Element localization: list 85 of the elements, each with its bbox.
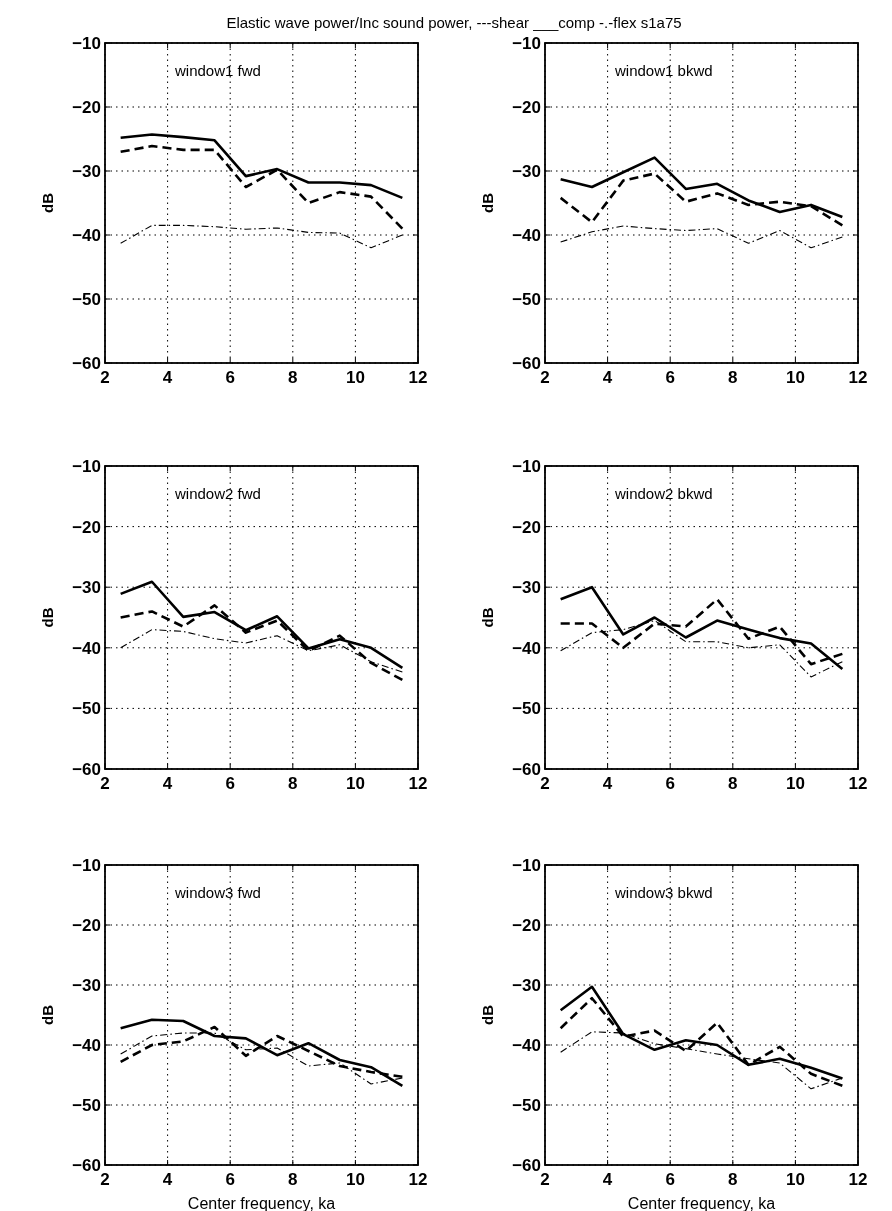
- y-tick-label: −20: [72, 517, 101, 537]
- y-axis-title: dB: [39, 192, 56, 213]
- y-tick-label: −10: [72, 457, 101, 476]
- y-tick-label: −30: [72, 976, 101, 995]
- y-tick-label: −10: [72, 856, 101, 875]
- y-tick-label: −50: [72, 290, 101, 309]
- x-tick-label: 8: [728, 368, 738, 387]
- y-tick-label: −40: [512, 638, 541, 658]
- y-tick-label: −40: [72, 1036, 101, 1055]
- y-tick-label: −10: [512, 34, 541, 53]
- y-tick-label: −20: [512, 916, 541, 935]
- x-tick-label: 12: [408, 368, 428, 387]
- x-tick-label: 2: [100, 368, 110, 387]
- x-tick-label: 2: [540, 1170, 550, 1189]
- y-tick-label: −60: [512, 1156, 541, 1175]
- y-axis-title: dB: [479, 607, 496, 628]
- x-tick-label: 10: [345, 774, 365, 793]
- x-tick-label: 12: [848, 368, 868, 387]
- y-tick-label: −50: [512, 1096, 541, 1115]
- y-tick-label: −60: [72, 1156, 101, 1175]
- y-tick-label: −30: [512, 162, 541, 181]
- x-tick-label: 4: [162, 368, 173, 387]
- x-tick-label: 4: [602, 368, 613, 387]
- x-tick-label: 10: [345, 1170, 365, 1189]
- x-tick-label: 10: [785, 1170, 805, 1189]
- annotation: window3 bkwd: [614, 884, 713, 901]
- y-tick-label: −30: [512, 976, 541, 995]
- x-tick-label: 4: [162, 774, 173, 793]
- x-tick-label: 8: [288, 368, 298, 387]
- y-tick-label: −20: [512, 517, 541, 537]
- y-tick-label: −10: [72, 34, 101, 53]
- annotation: window2 bkwd: [614, 485, 713, 502]
- x-tick-label: 2: [540, 368, 550, 387]
- x-tick-label: 6: [665, 774, 675, 793]
- annotation: window2 fwd: [174, 485, 261, 502]
- x-tick-label: 10: [785, 368, 805, 387]
- y-tick-label: −40: [72, 638, 101, 658]
- x-tick-label: 8: [728, 774, 738, 793]
- annotation: window3 fwd: [174, 884, 261, 901]
- annotation: window1 bkwd: [614, 62, 713, 79]
- y-tick-label: −50: [72, 699, 101, 719]
- x-tick-label: 12: [408, 1170, 428, 1189]
- y-tick-label: −60: [72, 760, 101, 779]
- y-tick-label: −20: [72, 916, 101, 935]
- y-tick-label: −50: [72, 1096, 101, 1115]
- y-tick-label: −40: [512, 1036, 541, 1055]
- y-axis-title: dB: [39, 607, 56, 628]
- y-tick-label: −40: [72, 226, 101, 245]
- y-tick-label: −50: [512, 699, 541, 719]
- y-tick-label: −60: [512, 354, 541, 373]
- x-tick-label: 6: [665, 1170, 675, 1189]
- y-tick-label: −30: [72, 162, 101, 181]
- x-tick-label: 8: [288, 774, 298, 793]
- y-tick-label: −10: [512, 856, 541, 875]
- x-tick-label: 8: [288, 1170, 298, 1189]
- y-tick-label: −40: [512, 226, 541, 245]
- x-tick-label: 2: [540, 774, 550, 793]
- y-tick-label: −10: [512, 457, 541, 476]
- x-tick-label: 6: [225, 1170, 235, 1189]
- y-tick-label: −60: [512, 760, 541, 779]
- y-tick-label: −60: [72, 354, 101, 373]
- y-axis-title: dB: [479, 1004, 496, 1025]
- x-tick-label: 8: [728, 1170, 738, 1189]
- x-tick-label: 4: [162, 1170, 173, 1189]
- x-tick-label: 4: [602, 774, 613, 793]
- x-tick-label: 6: [665, 368, 675, 387]
- y-axis-title: dB: [39, 1004, 56, 1025]
- text: Elastic wave power/Inc sound power, ---shear ___comp -.-flex s1a75: [226, 14, 682, 31]
- y-tick-label: −30: [512, 578, 541, 598]
- x-tick-label: 12: [848, 1170, 868, 1189]
- y-tick-label: −20: [512, 98, 541, 117]
- x-tick-label: 6: [225, 774, 235, 793]
- x-tick-label: 6: [225, 368, 235, 387]
- y-tick-label: −30: [72, 578, 101, 598]
- x-tick-label: 4: [602, 1170, 613, 1189]
- x-tick-label: 12: [408, 774, 428, 793]
- x-tick-label: 10: [785, 774, 805, 793]
- annotation: window1 fwd: [174, 62, 261, 79]
- y-tick-label: −50: [512, 290, 541, 309]
- y-tick-label: −20: [72, 98, 101, 117]
- x-tick-label: 2: [100, 774, 110, 793]
- x-tick-label: 2: [100, 1170, 110, 1189]
- y-axis-title: dB: [479, 192, 496, 213]
- x-tick-label: 10: [345, 368, 365, 387]
- x-tick-label: 12: [848, 774, 868, 793]
